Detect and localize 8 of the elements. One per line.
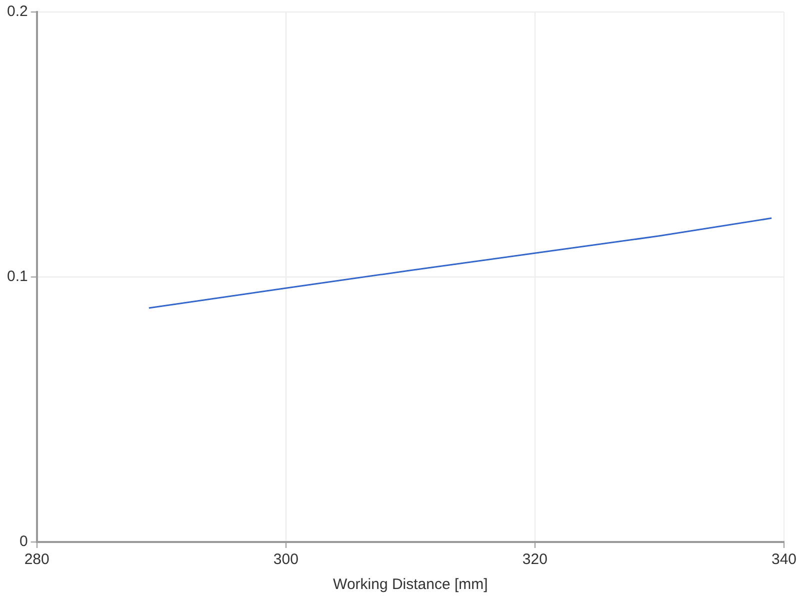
x-axis-title: Working Distance [mm]	[333, 576, 488, 594]
y-tick-label: 0.1	[6, 268, 28, 286]
y-tick-label: 0	[20, 533, 28, 550]
x-tick-label: 320	[522, 551, 548, 568]
x-tick-label: 300	[273, 551, 298, 568]
y-tick-label: 0.2	[6, 3, 28, 20]
x-tick-label: 280	[24, 551, 50, 568]
x-tick-label: 340	[771, 551, 797, 568]
